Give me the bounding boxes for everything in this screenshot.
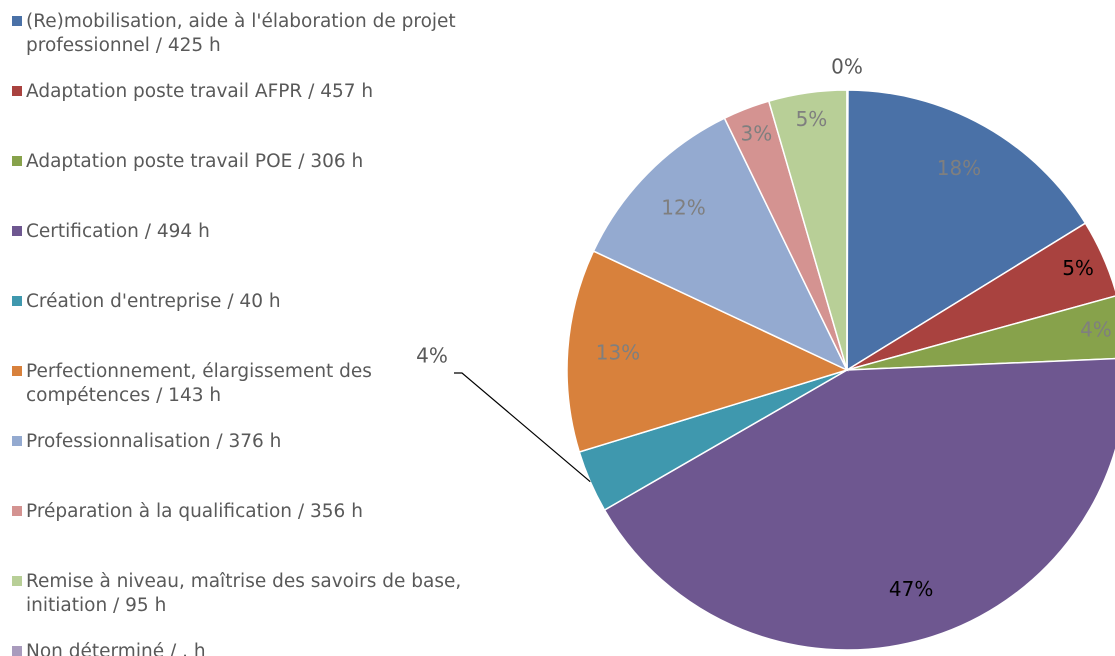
legend-swatch <box>12 296 22 306</box>
legend-swatch <box>12 366 22 376</box>
pie-slice <box>566 250 850 453</box>
data-label: 0% <box>831 55 863 79</box>
data-label: 5% <box>1062 256 1094 280</box>
pie-slice <box>846 295 1115 371</box>
data-label: 5% <box>796 107 828 131</box>
legend-swatch <box>12 646 22 656</box>
pie-slice <box>592 117 849 372</box>
legend-label: Professionnalisation / 376 h <box>26 431 282 452</box>
legend-label: Non déterminé / . h <box>26 641 206 656</box>
legend-label: (Re)mobilisation, aide à l'élaboration d… <box>26 11 456 56</box>
legend-swatch <box>12 156 22 166</box>
legend-swatch <box>12 506 22 516</box>
legend-label: Adaptation poste travail POE / 306 h <box>26 151 364 172</box>
pie-slice <box>846 222 1115 371</box>
data-label: 12% <box>661 195 705 219</box>
data-label: 18% <box>937 156 981 180</box>
legend-label: Adaptation poste travail AFPR / 457 h <box>26 81 374 102</box>
legend-item: Professionnalisation / 376 h <box>8 430 486 454</box>
pie-slice <box>603 357 1115 651</box>
legend-item: Perfectionnement, élargissement des comp… <box>8 360 486 408</box>
legend-label: Remise à niveau, maîtrise des savoirs de… <box>26 571 462 616</box>
pie-slice <box>846 89 1087 372</box>
pie-slice <box>846 89 849 371</box>
legend-item: Certification / 494 h <box>8 220 486 244</box>
legend-item: Non déterminé / . h <box>8 640 486 656</box>
data-label: 4% <box>1080 317 1112 341</box>
legend-swatch <box>12 16 22 26</box>
legend-label: Certification / 494 h <box>26 221 210 242</box>
legend-item: Adaptation poste travail POE / 306 h <box>8 150 486 174</box>
data-label: 4% <box>416 344 448 368</box>
legend-item: (Re)mobilisation, aide à l'élaboration d… <box>8 10 486 58</box>
legend-swatch <box>12 86 22 96</box>
legend-label: Création d'entreprise / 40 h <box>26 291 281 312</box>
legend-swatch <box>12 576 22 586</box>
data-label: 13% <box>596 340 640 364</box>
legend-item: Remise à niveau, maîtrise des savoirs de… <box>8 570 486 618</box>
legend-item: Adaptation poste travail AFPR / 457 h <box>8 80 486 104</box>
legend-swatch <box>12 226 22 236</box>
legend-item: Préparation à la qualification / 356 h <box>8 500 486 524</box>
data-label: 3% <box>740 121 772 145</box>
leader-line <box>454 372 591 483</box>
legend-item: Création d'entreprise / 40 h <box>8 290 486 314</box>
legend-label: Perfectionnement, élargissement des comp… <box>26 361 372 406</box>
legend-label: Préparation à la qualification / 356 h <box>26 501 363 522</box>
data-label: 47% <box>889 577 933 601</box>
legend-swatch <box>12 436 22 446</box>
